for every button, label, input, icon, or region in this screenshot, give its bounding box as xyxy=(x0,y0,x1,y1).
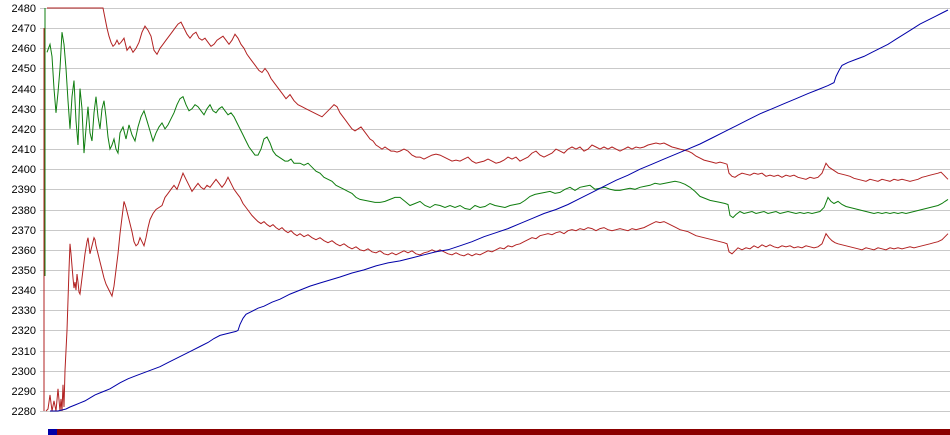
y-tick-label: 2450 xyxy=(12,63,36,75)
y-tick-label: 2300 xyxy=(12,366,36,378)
y-tick-label: 2280 xyxy=(12,406,36,418)
series-balance-line xyxy=(50,9,949,412)
y-tick-label: 2380 xyxy=(12,205,36,217)
bottom-progress-bar xyxy=(57,429,950,435)
series-upper-band xyxy=(47,7,949,182)
y-tick-label: 2410 xyxy=(12,144,36,156)
y-tick-label: 2330 xyxy=(12,305,36,317)
y-tick-label: 2290 xyxy=(12,386,36,398)
y-tick-label: 2320 xyxy=(12,325,36,337)
y-tick-label: 2440 xyxy=(12,84,36,96)
y-tick-label: 2360 xyxy=(12,245,36,257)
y-tick-label: 2460 xyxy=(12,43,36,55)
series-lower-band xyxy=(45,171,949,412)
gridlines xyxy=(40,8,950,412)
y-tick-label: 2390 xyxy=(12,184,36,196)
y-tick-label: 2340 xyxy=(12,285,36,297)
series-middle-band xyxy=(46,32,949,219)
y-tick-label: 2420 xyxy=(12,124,36,136)
y-tick-label: 2400 xyxy=(12,164,36,176)
y-tick-label: 2470 xyxy=(12,23,36,35)
y-tick-label: 2430 xyxy=(12,104,36,116)
bottom-bar-start-tick xyxy=(48,429,57,435)
y-axis-labels: 2480 2470 2460 2450 2440 2430 2420 2410 2400 2390… xyxy=(12,3,36,418)
y-tick-label: 2480 xyxy=(12,3,36,15)
y-tick-label: 2350 xyxy=(12,265,36,277)
y-tick-label: 2370 xyxy=(12,225,36,237)
y-tick-label: 2310 xyxy=(12,346,36,358)
